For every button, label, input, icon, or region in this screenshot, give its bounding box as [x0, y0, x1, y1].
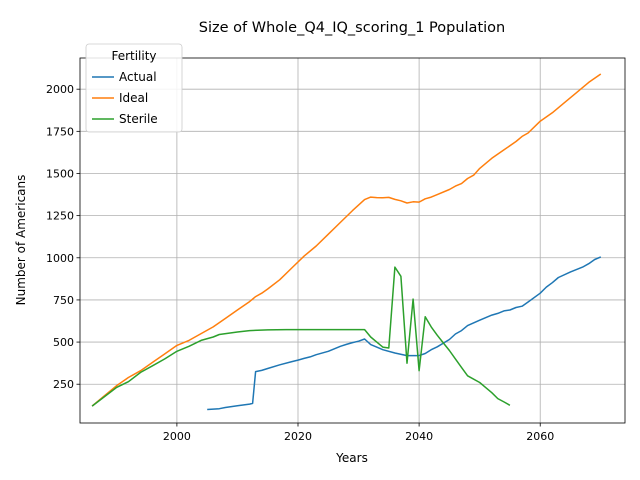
y-tick-label: 1750: [46, 125, 74, 138]
y-tick-label: 1250: [46, 210, 74, 223]
y-axis-label: Number of Americans: [14, 175, 28, 306]
x-tick-label: 2020: [284, 430, 312, 443]
plot-frame: [79, 57, 626, 424]
y-tick-label: 1000: [46, 252, 74, 265]
chart-title: Size of Whole_Q4_IQ_scoring_1 Population: [199, 20, 505, 36]
legend-title: Fertility: [111, 49, 156, 63]
series-line-ideal: [91, 73, 602, 407]
legend-label-ideal: Ideal: [119, 91, 148, 105]
grid-lines: [80, 58, 625, 423]
y-axis-ticks: 250 500 750 1000 1250 1500 1750 2000: [46, 83, 80, 391]
x-axis-label: Years: [335, 451, 368, 465]
y-tick-label: 1500: [46, 167, 74, 180]
x-tick-label: 2060: [526, 430, 554, 443]
legend-box: [85, 43, 183, 133]
legend: Fertility Actual Ideal Sterile: [85, 43, 183, 133]
y-tick-label: 2000: [46, 83, 74, 96]
series-line-actual: [207, 256, 602, 411]
legend-label-actual: Actual: [119, 70, 157, 84]
legend-label-sterile: Sterile: [119, 112, 158, 126]
x-tick-label: 2000: [163, 430, 191, 443]
y-tick-label: 250: [53, 378, 74, 391]
plot-series: [91, 73, 602, 411]
x-tick-label: 2040: [405, 430, 433, 443]
legend-items: Actual Ideal Sterile: [92, 70, 158, 126]
x-axis-ticks: 2000 2020 2040 2060: [163, 423, 554, 443]
y-tick-label: 750: [53, 294, 74, 307]
y-tick-label: 500: [53, 336, 74, 349]
series-line-sterile: [91, 266, 511, 407]
